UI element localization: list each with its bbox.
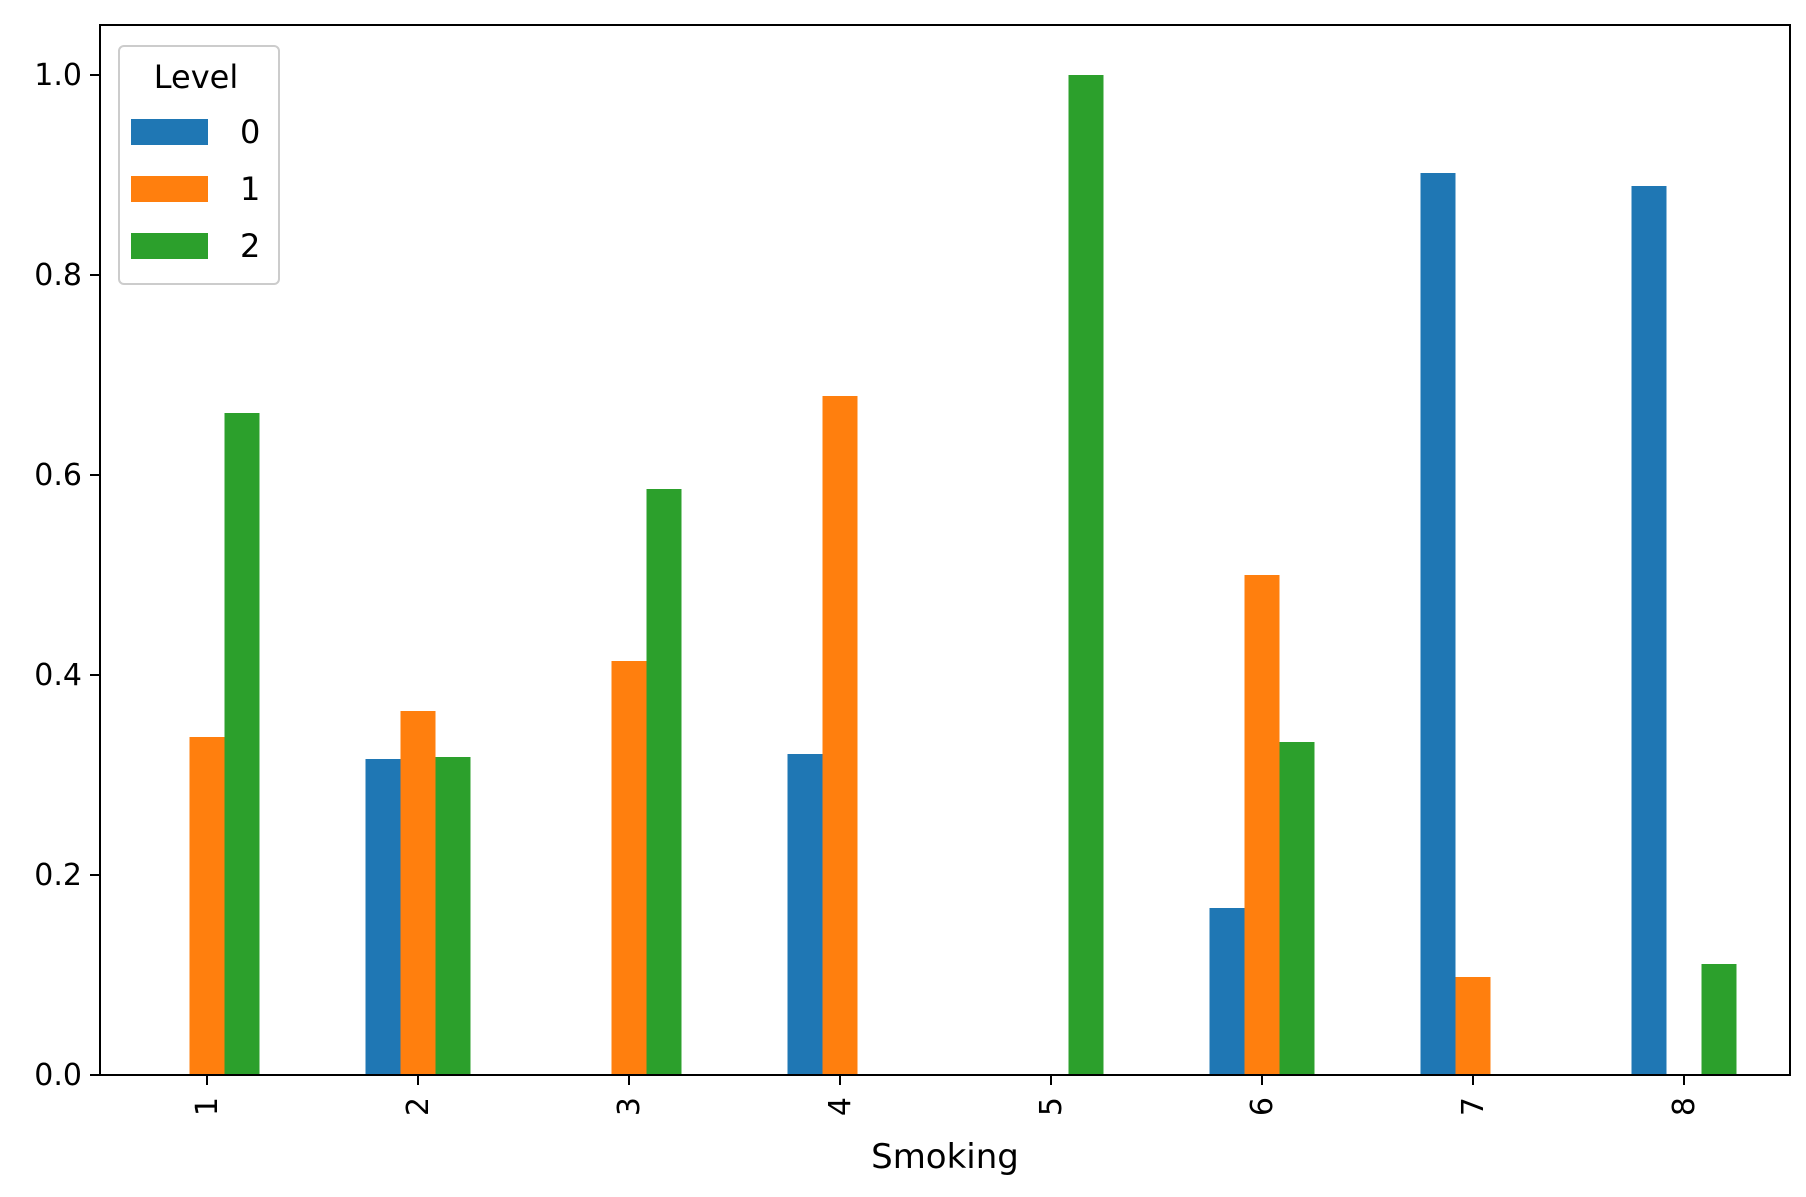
y-tick-label: 0.6 [34, 458, 82, 493]
bar-level-0-smoking-4 [787, 754, 823, 1075]
x-tick-label: 3 [612, 1097, 647, 1116]
legend-swatch-level-0 [131, 119, 208, 145]
bar-level-1-smoking-4 [822, 396, 858, 1075]
y-tick-label: 0.0 [34, 1058, 82, 1093]
x-tick-label: 5 [1034, 1097, 1069, 1116]
legend-label-level-1: 1 [240, 170, 260, 208]
bar-level-1-smoking-1 [189, 737, 225, 1075]
legend-label-level-2: 2 [240, 227, 260, 265]
y-tick-label: 1.0 [34, 58, 82, 93]
bar-level-2-smoking-6 [1279, 742, 1315, 1075]
legend-swatch-level-1 [131, 176, 208, 202]
legend-title: Level [154, 58, 238, 96]
bars-layer [189, 75, 1737, 1075]
bar-level-0-smoking-6 [1209, 908, 1245, 1075]
y-axis: 0.0 0.2 0.4 0.6 0.8 1.0 [34, 58, 100, 1093]
bar-level-1-smoking-2 [400, 711, 436, 1075]
legend-swatch-level-2 [131, 233, 208, 259]
y-tick-label: 0.8 [34, 258, 82, 293]
bar-level-0-smoking-8 [1631, 186, 1667, 1075]
x-axis-title: Smoking [871, 1137, 1019, 1177]
x-tick-label: 1 [190, 1097, 225, 1116]
x-tick-label: 8 [1667, 1097, 1702, 1116]
x-tick-label: 6 [1245, 1097, 1280, 1116]
x-tick-label: 2 [401, 1097, 436, 1116]
bar-level-2-smoking-1 [224, 413, 260, 1075]
bar-level-2-smoking-2 [435, 757, 471, 1075]
legend-box [118, 45, 280, 285]
y-tick-label: 0.4 [34, 658, 82, 693]
legend-label-level-0: 0 [240, 113, 260, 151]
x-tick-label: 7 [1456, 1097, 1491, 1116]
legend: Level 0 1 2 [118, 45, 280, 285]
bar-level-1-smoking-3 [611, 661, 647, 1075]
bar-level-1-smoking-6 [1244, 575, 1280, 1075]
bar-level-2-smoking-8 [1701, 964, 1737, 1075]
bar-level-1-smoking-7 [1455, 977, 1491, 1075]
plot-frame [99, 24, 1791, 1076]
bar-level-2-smoking-5 [1068, 75, 1104, 1075]
x-tick-label: 4 [823, 1097, 858, 1116]
y-tick-label: 0.2 [34, 858, 82, 893]
bar-level-0-smoking-7 [1420, 173, 1456, 1075]
x-axis: 1 2 3 4 5 6 7 8 [190, 1075, 1702, 1116]
bar-level-2-smoking-3 [646, 489, 682, 1075]
bar-level-0-smoking-2 [365, 759, 401, 1075]
